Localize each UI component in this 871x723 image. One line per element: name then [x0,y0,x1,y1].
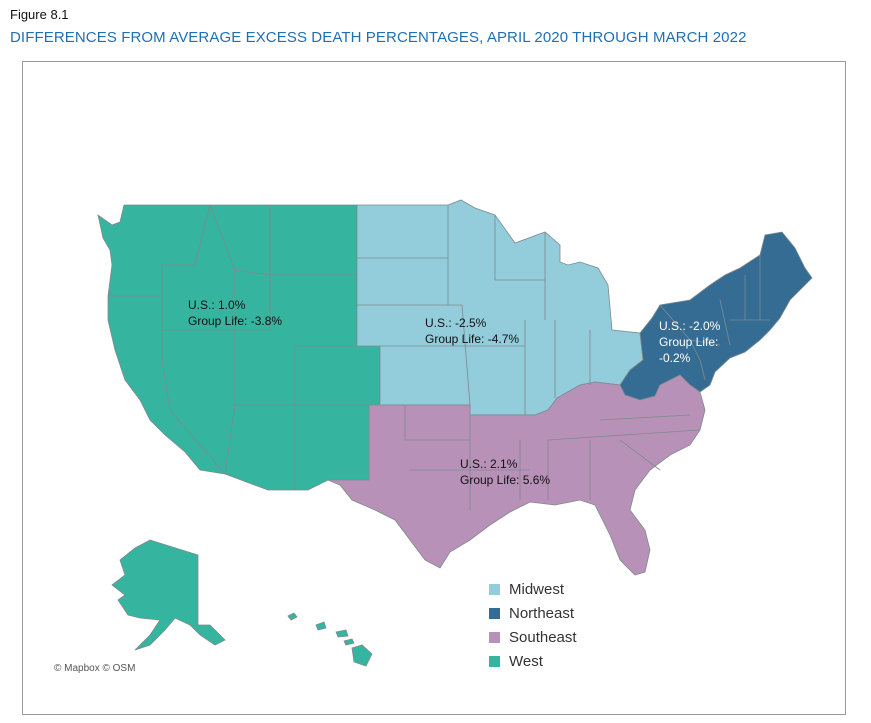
state-borders [108,204,770,510]
legend-swatch-west [489,655,500,667]
legend-label-midwest: Midwest [509,580,565,598]
northeast-group-life-value: -0.2% [659,351,691,365]
legend-item-midwest: Midwest [489,577,577,601]
northeast-group-life-label: Group Life: [659,335,719,349]
west-group-life-value: Group Life: -3.8% [188,314,283,328]
region-label-southeast: U.S.: 2.1% Group Life: 5.6% [460,456,550,488]
legend-label-southeast: Southeast [509,628,577,646]
region-northeast[interactable] [619,231,813,401]
midwest-group-life-value: Group Life: -4.7% [425,332,520,346]
figure-title: DIFFERENCES FROM AVERAGE EXCESS DEATH PE… [10,29,747,46]
west-us-value: U.S.: 1.0% [188,298,246,312]
legend-label-northeast: Northeast [509,604,575,622]
region-west[interactable] [97,204,381,491]
region-label-northeast: U.S.: -2.0% Group Life: -0.2% [659,318,720,366]
legend-swatch-midwest [489,583,500,595]
legend-label-west: West [509,652,543,670]
region-west-alaska[interactable] [111,539,226,651]
map-frame [22,61,846,715]
legend-item-west: West [489,649,577,673]
region-west-hawaii[interactable] [287,612,373,667]
region-southeast[interactable] [327,374,706,576]
region-label-west: U.S.: 1.0% Group Life: -3.8% [188,297,282,329]
legend-item-northeast: Northeast [489,601,577,625]
northeast-us-value: U.S.: -2.0% [659,319,721,333]
figure-label: Figure 8.1 [10,7,69,22]
region-label-midwest: U.S.: -2.5% Group Life: -4.7% [425,315,519,347]
legend-item-southeast: Southeast [489,625,577,649]
legend-swatch-northeast [489,607,500,619]
midwest-us-value: U.S.: -2.5% [425,316,487,330]
map-legend: Midwest Northeast Southeast West [489,577,577,673]
legend-swatch-southeast [489,631,500,643]
southeast-us-value: U.S.: 2.1% [460,457,518,471]
map-credit: © Mapbox © OSM [54,663,136,674]
southeast-group-life-value: Group Life: 5.6% [460,473,551,487]
